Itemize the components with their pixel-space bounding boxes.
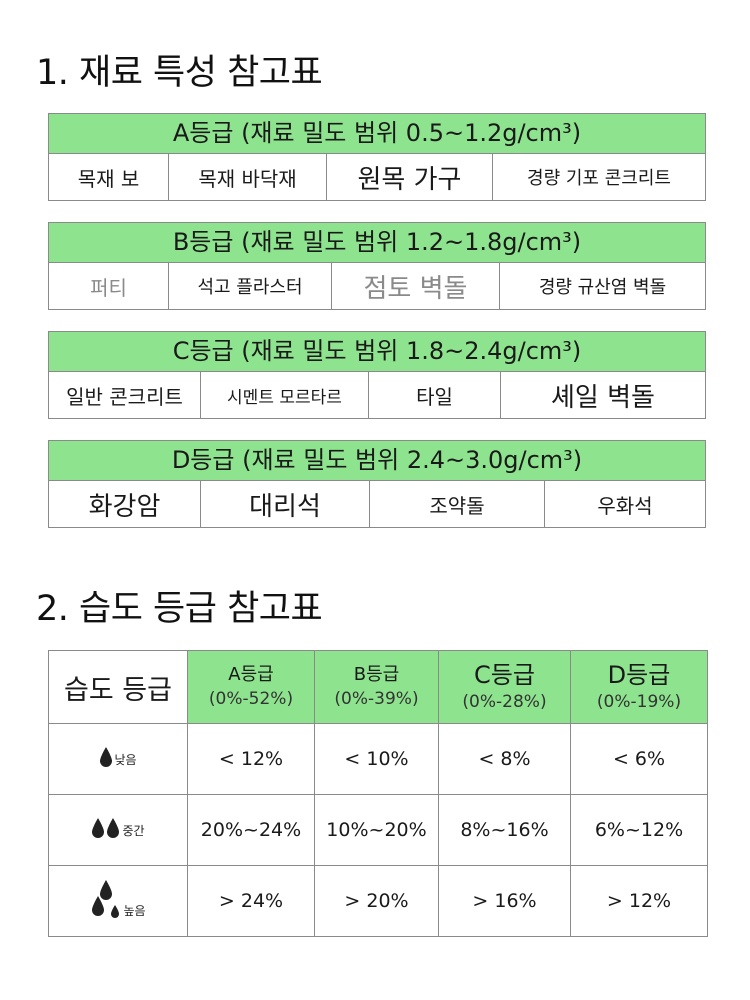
triple-drop-icon: [92, 879, 120, 918]
humidity-value-cell: < 10%: [314, 723, 439, 795]
humidity-col-b: B등급 (0%-39%): [314, 650, 439, 724]
grade-c-table: C등급 (재료 밀도 범위 1.8~2.4g/cm³) 일반 콘크리트 시멘트 …: [48, 331, 706, 419]
humidity-col-a: A등급 (0%-52%): [187, 650, 315, 724]
material-cell: 석고 플라스터: [169, 263, 332, 309]
humidity-corner-label: 습도 등급: [48, 650, 188, 724]
humidity-table: 습도 등급 A등급 (0%-52%) B등급 (0%-39%) C등급 (0%-…: [48, 650, 708, 937]
column-grade-name: D등급: [607, 660, 671, 689]
column-grade-name: A등급: [228, 664, 274, 686]
material-cell: 대리석: [201, 481, 370, 527]
column-grade-name: C등급: [474, 660, 535, 689]
material-cell: 우화석: [597, 493, 653, 518]
grade-a-table: A등급 (재료 밀도 범위 0.5~1.2g/cm³) 목재 보 목재 바닥재 …: [48, 113, 706, 201]
column-grade-name: B등급: [353, 664, 400, 686]
material-cell: 경량 규산염 벽돌: [538, 277, 667, 298]
column-grade-range: (0%-52%): [208, 688, 294, 709]
material-cell: 조약돌: [370, 481, 545, 527]
material-cell: 시멘트 모르타르: [201, 372, 369, 418]
humidity-level-label: 높음: [123, 903, 146, 918]
material-cell: 퍼티: [49, 263, 169, 309]
material-cell: 셰일 벽돌: [551, 382, 655, 413]
humidity-value-cell: 20%~24%: [187, 794, 315, 866]
humidity-col-c: C등급 (0%-28%): [438, 650, 571, 724]
grade-d-table: D등급 (재료 밀도 범위 2.4~3.0g/cm³) 화강암 대리석 조약돌 …: [48, 440, 706, 528]
section-title-materials: 1. 재료 특성 참고표: [36, 53, 323, 93]
single-drop-icon: [100, 746, 113, 767]
humidity-value-cell: 10%~20%: [314, 794, 439, 866]
humidity-value-cell: 6%~12%: [570, 794, 708, 866]
humidity-value-cell: < 8%: [438, 723, 571, 795]
grade-a-header: A등급 (재료 밀도 범위 0.5~1.2g/cm³): [49, 114, 705, 154]
section-title-humidity: 2. 습도 등급 참고표: [36, 589, 323, 629]
humidity-level-cell: 낮음: [48, 723, 188, 795]
material-cell: 화강암: [49, 481, 201, 527]
humidity-level-cell: 높음: [48, 865, 188, 937]
material-cell: 일반 콘크리트: [49, 372, 201, 418]
humidity-value-cell: > 24%: [187, 865, 315, 937]
humidity-level-cell: 중간: [48, 794, 188, 866]
double-drop-icon: [92, 817, 120, 838]
humidity-value-cell: > 12%: [570, 865, 708, 937]
column-grade-range: (0%-28%): [462, 692, 547, 713]
humidity-value-cell: 8%~16%: [438, 794, 571, 866]
grade-b-table: B등급 (재료 밀도 범위 1.2~1.8g/cm³) 퍼티 석고 플라스터 점…: [48, 222, 706, 310]
humidity-row-low: 낮음 < 12% < 10% < 8% < 6%: [48, 723, 708, 795]
material-cell: 점토 벽돌: [332, 263, 500, 309]
humidity-row-high: 높음 > 24% > 20% > 16% > 12%: [48, 865, 708, 937]
material-cell: 원목 가구: [327, 154, 493, 200]
material-cell: 경량 기포 콘크리트: [527, 168, 671, 189]
humidity-value-cell: > 20%: [314, 865, 439, 937]
column-grade-range: (0%-39%): [334, 688, 419, 709]
material-cell: 목재 바닥재: [169, 154, 327, 200]
humidity-value-cell: < 12%: [187, 723, 315, 795]
column-grade-range: (0%-19%): [596, 692, 682, 713]
humidity-col-d: D등급 (0%-19%): [570, 650, 708, 724]
material-cell: 목재 보: [49, 154, 169, 200]
material-cell: 타일: [369, 372, 501, 418]
humidity-row-medium: 중간 20%~24% 10%~20% 8%~16% 6%~12%: [48, 794, 708, 866]
humidity-level-label: 낮음: [114, 752, 137, 767]
grade-d-header: D등급 (재료 밀도 범위 2.4~3.0g/cm³): [49, 441, 705, 481]
grade-c-header: C등급 (재료 밀도 범위 1.8~2.4g/cm³): [49, 332, 705, 372]
humidity-value-cell: < 6%: [570, 723, 708, 795]
grade-b-header: B등급 (재료 밀도 범위 1.2~1.8g/cm³): [49, 223, 705, 263]
humidity-level-label: 중간: [122, 823, 145, 838]
humidity-value-cell: > 16%: [438, 865, 571, 937]
